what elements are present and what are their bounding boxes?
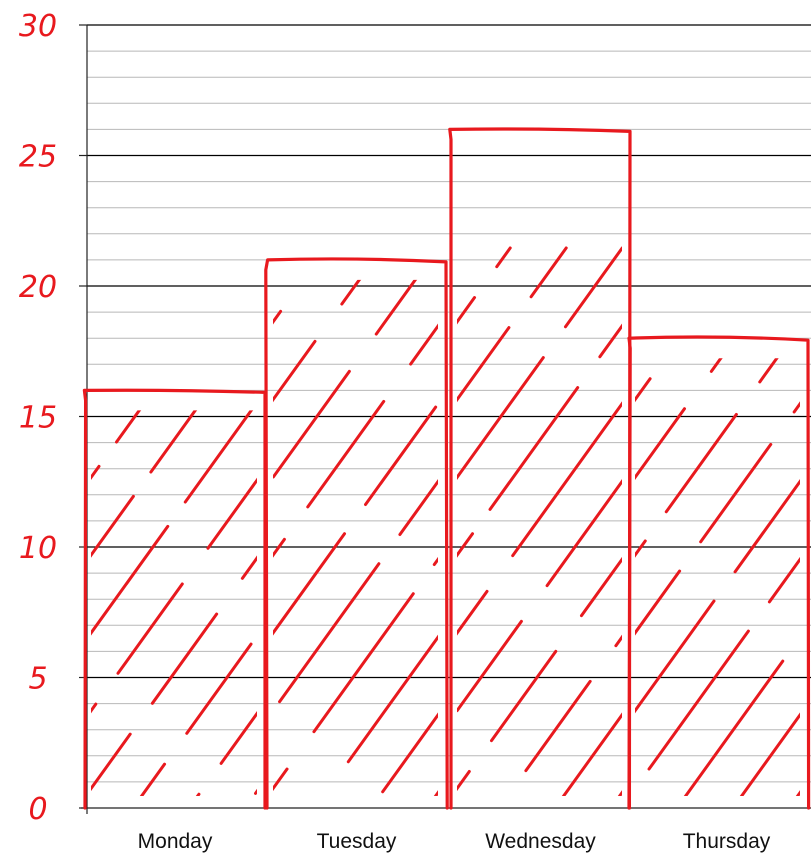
hatch-stroke xyxy=(457,323,622,558)
hatch-stroke xyxy=(0,248,118,808)
hatch-stroke xyxy=(273,323,438,558)
hatch-stroke xyxy=(505,634,622,796)
hatch-stroke xyxy=(635,479,800,714)
hatch-stroke xyxy=(457,246,568,403)
y-tick-label: 15 xyxy=(19,401,57,436)
y-tick-label: 25 xyxy=(19,140,57,175)
hatch-stroke xyxy=(457,246,622,481)
hatch-stroke xyxy=(0,248,286,808)
hatch-stroke xyxy=(635,358,667,403)
y-tick-label: 30 xyxy=(19,9,57,44)
hatch-stroke xyxy=(321,634,438,796)
hatch-stroke xyxy=(413,248,811,808)
hatch-stroke xyxy=(0,248,144,808)
hatch-stroke xyxy=(91,410,142,481)
hatch-stroke xyxy=(0,248,342,808)
hatch-stroke xyxy=(0,248,158,808)
bar-hatching xyxy=(0,248,811,808)
hatch-stroke xyxy=(595,248,811,808)
bar-outline xyxy=(82,388,267,810)
hatch-stroke xyxy=(0,248,200,808)
hatch-stroke xyxy=(707,248,811,808)
hatch-stroke xyxy=(91,410,254,636)
hatch-stroke xyxy=(0,248,270,808)
x-tick-label: Tuesday xyxy=(317,830,397,853)
bar-thursday xyxy=(0,248,811,810)
bar-outline xyxy=(448,127,632,810)
hatch-stroke xyxy=(91,555,257,792)
hatch-stroke xyxy=(273,279,418,481)
bar-outline xyxy=(627,335,811,810)
y-tick-label: 0 xyxy=(28,792,47,827)
hatch-stroke xyxy=(91,477,257,714)
hatch-stroke xyxy=(0,248,398,808)
hatch-stroke xyxy=(0,248,72,808)
bar-hatching xyxy=(0,246,622,808)
hatch-stroke xyxy=(273,556,438,792)
hatch-stroke xyxy=(91,410,198,558)
hatch-stroke xyxy=(739,712,800,796)
bars xyxy=(0,127,811,810)
hatch-stroke xyxy=(0,248,88,808)
bar-outline xyxy=(264,257,449,810)
bar-wednesday xyxy=(0,127,632,810)
hatch-stroke xyxy=(635,358,723,481)
hatch-stroke xyxy=(5,248,408,808)
hatch-stroke xyxy=(0,248,230,808)
bar-hatching xyxy=(0,248,811,808)
hatch-stroke xyxy=(273,279,306,325)
hatch-stroke xyxy=(635,401,800,636)
hatch-stroke xyxy=(637,248,811,808)
hatch-stroke xyxy=(0,248,184,808)
hatch-stroke xyxy=(0,248,214,808)
hatch-stroke xyxy=(457,556,622,792)
bar-tuesday xyxy=(0,248,811,810)
hatch-stroke xyxy=(0,248,296,808)
x-tick-label: Wednesday xyxy=(485,830,596,853)
hatch-stroke xyxy=(763,248,811,808)
hatch-stroke xyxy=(683,634,800,796)
y-tick-label: 10 xyxy=(19,531,57,566)
hatch-stroke xyxy=(0,248,352,808)
hatch-stroke xyxy=(273,279,362,403)
x-tick-label: Thursday xyxy=(683,830,771,853)
y-tick-label: 20 xyxy=(19,270,57,305)
hatch-stroke xyxy=(377,712,438,796)
hatch-stroke xyxy=(635,556,800,792)
bar-hatching xyxy=(0,248,800,808)
hatch-stroke xyxy=(0,248,6,808)
grid xyxy=(87,24,811,783)
hatch-stroke xyxy=(0,248,240,808)
hatch-stroke xyxy=(0,248,32,808)
hatch-stroke xyxy=(0,248,46,808)
hatch-stroke xyxy=(273,479,438,714)
hatch-stroke xyxy=(0,248,62,808)
hatch-stroke xyxy=(539,248,811,808)
hatch-stroke xyxy=(139,633,257,796)
x-tick-labels: Monday Tuesday Wednesday Thursday xyxy=(138,830,771,853)
x-tick-label: Monday xyxy=(138,830,213,853)
hatch-stroke xyxy=(457,479,622,714)
hatch-stroke xyxy=(273,401,438,636)
hatch-stroke xyxy=(651,248,811,808)
y-tick-labels: 0 5 10 15 20 25 30 xyxy=(19,9,57,827)
hatch-stroke xyxy=(0,248,16,808)
hatch-stroke xyxy=(469,248,811,808)
y-tick-label: 5 xyxy=(28,662,47,697)
bar-monday xyxy=(0,248,811,810)
hatch-stroke xyxy=(749,248,811,808)
hatch-stroke xyxy=(457,401,622,636)
hatch-stroke xyxy=(195,710,257,796)
